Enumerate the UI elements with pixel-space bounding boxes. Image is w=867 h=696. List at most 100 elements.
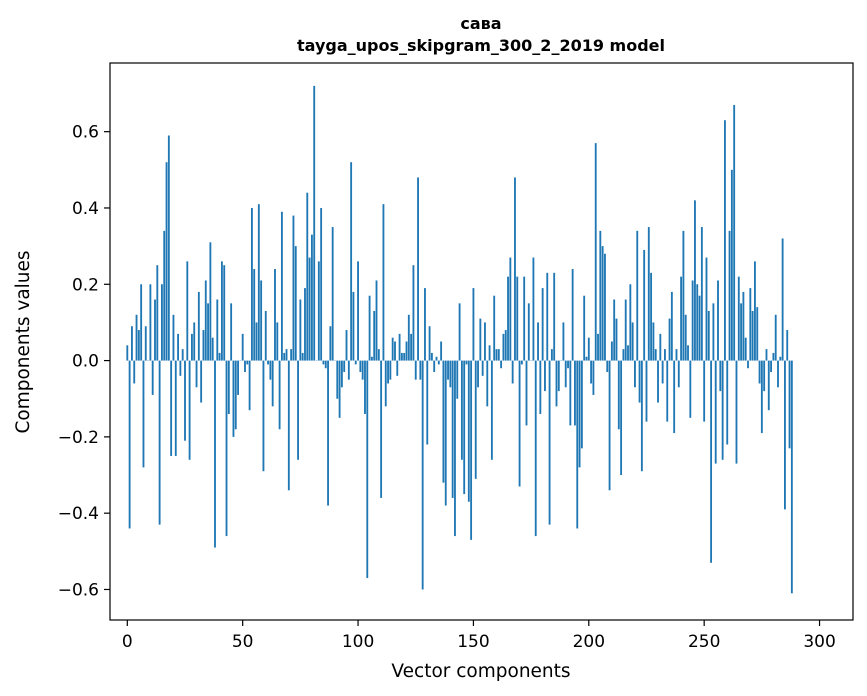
bar [604,253,606,361]
bar [477,360,479,388]
x-tick-label: 200 [573,632,605,652]
bar [610,341,613,361]
bar [327,360,329,506]
bar [310,234,313,361]
bar [479,318,482,361]
y-tick-label: 0.4 [72,199,99,219]
bar [472,288,475,361]
bar [435,356,438,361]
bar [634,360,636,388]
bar [647,227,650,361]
bar [163,230,166,361]
bar [269,360,272,380]
bar [724,120,726,361]
bar [154,299,156,361]
bar [490,360,493,460]
bar [629,284,632,361]
bar [442,360,445,483]
bar [338,360,341,418]
bar [340,360,343,388]
bar [190,333,193,361]
bar [400,352,403,361]
bar-series [126,85,793,594]
bar [786,330,789,361]
bar [790,360,793,594]
bar [509,257,512,361]
bar [733,104,736,361]
bar [433,360,436,373]
bar [698,295,701,361]
bar [297,360,299,460]
bar [532,257,535,361]
bar [601,246,604,361]
bar [481,360,484,376]
bar [195,360,198,388]
bar [735,360,738,464]
bar [781,238,784,361]
bar [564,360,567,388]
bar [705,257,708,361]
bar [590,360,593,384]
bar [456,360,459,399]
bar [267,360,269,365]
bar [317,261,320,361]
bar [495,349,498,361]
bar [214,360,216,548]
bar [520,360,523,365]
y-axis-label: Components values [13,250,34,433]
bar [449,360,452,388]
bar [364,360,366,414]
bar [710,360,713,563]
bar [659,333,662,361]
bar [763,360,766,392]
bar [142,360,145,468]
bar [451,360,454,498]
bar [264,310,267,361]
bar [500,360,503,369]
bar [550,349,553,361]
bar [606,360,609,373]
bar [643,249,646,361]
bar [299,299,302,361]
bar [587,337,590,361]
bar [744,337,747,361]
bar [523,276,526,361]
bar [675,349,678,361]
y-tick-label: −0.6 [58,580,99,600]
bar [682,230,685,361]
bar [218,352,221,361]
bar [253,269,256,361]
bar [414,360,417,380]
bar [283,352,286,361]
bar [673,360,676,434]
bar [324,360,327,369]
bar [516,276,519,361]
bar [156,265,159,361]
bar [557,360,560,392]
bar [511,360,514,384]
y-tick-label: 0.6 [72,123,99,143]
bar [202,330,205,361]
bar [336,360,339,399]
bar [426,360,429,445]
bar [751,310,754,361]
bar [465,360,468,365]
bar [306,192,309,361]
bar [128,360,131,529]
bar [670,291,673,361]
bar [343,360,346,373]
bar [204,280,207,361]
bar [237,360,239,395]
bar [527,303,530,361]
bar [220,261,223,361]
chart-subtitle: tayga_upos_skipgram_300_2_2019 model [297,36,665,55]
bar [359,360,362,373]
bar [368,295,371,361]
bar [703,360,706,422]
bar [158,360,161,525]
bar [758,360,761,384]
bar [562,322,565,361]
y-tick-label: 0.2 [72,275,99,295]
bar [534,360,537,537]
y-tick-label: 0.0 [72,352,99,372]
